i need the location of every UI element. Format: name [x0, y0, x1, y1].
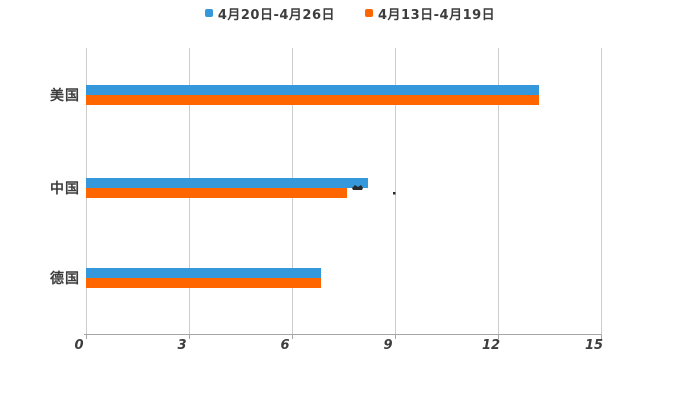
- bar-series1-德国[interactable]: [86, 268, 322, 278]
- axis-tick: [601, 334, 602, 339]
- legend-marker-icon: [204, 9, 213, 17]
- bar-series2-德国[interactable]: [86, 278, 322, 288]
- x-tick-label: 9: [383, 338, 393, 353]
- x-tick-label: 0: [74, 338, 84, 353]
- bar-series2-中国[interactable]: [86, 188, 347, 198]
- x-axis-line: [84, 334, 602, 335]
- cursor-artifact: [352, 185, 396, 195]
- axis-tick: [292, 334, 293, 339]
- gridline: [601, 48, 602, 334]
- axis-tick: [395, 334, 396, 339]
- bar-series1-美国[interactable]: [86, 85, 540, 95]
- x-tick-label: 15: [584, 338, 604, 353]
- bar-series2-美国[interactable]: [86, 95, 540, 105]
- category-label: 美国: [50, 88, 80, 104]
- category-label: 中国: [50, 181, 80, 197]
- bar-series1-中国[interactable]: [86, 178, 368, 188]
- legend-item[interactable]: 4月20日-4月26日: [204, 4, 335, 23]
- axis-tick: [86, 334, 87, 339]
- x-tick-label: 3: [177, 338, 187, 353]
- legend: 4月20日-4月26日 4月13日-4月19日: [0, 3, 700, 23]
- legend-item-label: 4月13日-4月19日: [378, 7, 496, 23]
- legend-item-label: 4月20日-4月26日: [217, 7, 335, 23]
- x-tick-label: 12: [481, 338, 501, 353]
- x-tick-label: 6: [280, 338, 290, 353]
- gridline: [395, 48, 396, 334]
- category-label: 德国: [50, 271, 80, 287]
- gridline: [498, 48, 499, 334]
- legend-item[interactable]: 4月13日-4月19日: [365, 4, 495, 23]
- axis-tick: [498, 334, 499, 339]
- axis-tick: [189, 334, 190, 339]
- legend-marker-icon: [365, 9, 373, 17]
